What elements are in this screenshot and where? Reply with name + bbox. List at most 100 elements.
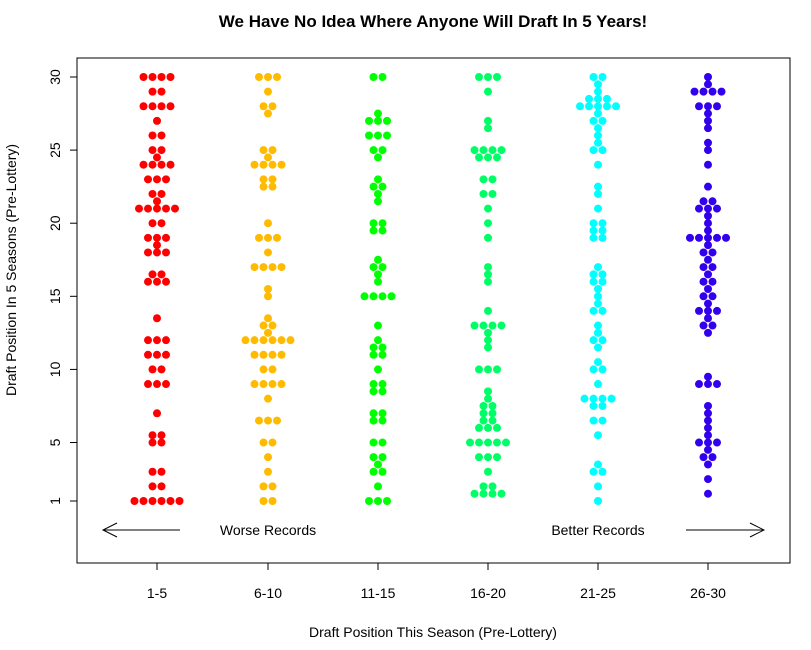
data-point	[598, 116, 607, 125]
data-point	[374, 189, 382, 198]
data-point	[594, 138, 602, 147]
data-point	[704, 204, 712, 213]
data-point	[148, 87, 157, 96]
data-point	[268, 182, 277, 191]
data-point	[148, 431, 157, 440]
data-point	[479, 146, 488, 155]
data-point	[130, 497, 139, 505]
data-point	[268, 438, 277, 447]
data-point	[139, 73, 148, 81]
data-point	[383, 497, 391, 505]
data-point	[374, 321, 382, 330]
y-tick-label: 10	[47, 361, 63, 377]
data-point	[144, 380, 152, 389]
y-tick-label: 20	[47, 215, 63, 231]
data-point	[484, 116, 492, 125]
data-point	[378, 467, 387, 476]
data-point	[378, 146, 387, 155]
data-point	[171, 204, 179, 213]
data-point	[479, 482, 488, 491]
data-point	[383, 131, 391, 140]
data-point	[470, 146, 479, 155]
data-point	[695, 204, 703, 213]
data-point	[369, 350, 378, 359]
data-point	[286, 336, 295, 345]
data-point	[378, 387, 387, 396]
data-point	[497, 321, 506, 330]
data-point	[488, 189, 497, 198]
data-point	[369, 380, 378, 389]
data-point	[162, 175, 170, 184]
data-point	[475, 453, 483, 462]
data-point	[704, 380, 712, 389]
data-point	[264, 285, 272, 293]
data-point	[162, 380, 170, 389]
data-point	[594, 482, 602, 491]
data-point	[264, 233, 272, 242]
data-point	[704, 124, 712, 133]
data-point	[488, 146, 497, 155]
data-point	[484, 306, 492, 315]
data-point	[374, 116, 382, 125]
data-point	[713, 233, 721, 242]
data-point	[374, 460, 382, 469]
data-point	[369, 453, 378, 462]
data-point	[268, 365, 277, 374]
data-point	[502, 438, 510, 447]
data-point	[708, 321, 717, 330]
data-point	[470, 321, 479, 330]
data-point	[157, 131, 166, 140]
data-point	[607, 394, 616, 403]
data-point	[360, 292, 369, 301]
data-point	[594, 431, 602, 440]
data-point	[488, 416, 497, 425]
data-point	[259, 380, 268, 389]
data-point	[273, 416, 281, 425]
data-point	[704, 270, 712, 279]
data-point	[148, 365, 157, 374]
data-point	[594, 285, 602, 293]
data-point	[157, 73, 166, 81]
x-tick-label: 16-20	[470, 585, 506, 601]
data-point	[148, 160, 157, 169]
data-point	[598, 336, 607, 345]
data-point	[704, 219, 712, 228]
data-point	[144, 204, 152, 213]
data-point	[268, 482, 277, 491]
data-point	[484, 328, 492, 337]
data-point	[699, 292, 708, 301]
data-point	[704, 409, 712, 418]
data-point	[493, 438, 501, 447]
data-point	[704, 416, 712, 425]
data-point	[594, 102, 602, 111]
data-point	[144, 336, 152, 345]
data-point	[264, 219, 272, 228]
data-point	[153, 248, 161, 257]
data-point	[378, 263, 387, 272]
data-point	[484, 365, 492, 374]
data-point	[704, 102, 712, 111]
data-point	[264, 73, 272, 81]
data-point	[268, 160, 277, 169]
data-point	[153, 116, 161, 125]
data-point	[594, 343, 602, 352]
data-point	[153, 241, 161, 250]
data-point	[378, 350, 387, 359]
data-point	[148, 146, 157, 155]
data-point	[695, 233, 703, 242]
data-point	[704, 401, 712, 410]
x-tick-label: 6-10	[254, 585, 282, 601]
data-point	[488, 401, 497, 410]
data-point	[250, 160, 259, 169]
data-point	[594, 131, 602, 140]
series-16-20	[466, 73, 510, 498]
data-point	[374, 336, 382, 345]
data-point	[365, 497, 373, 505]
data-point	[277, 263, 286, 272]
data-point	[594, 160, 602, 169]
series-6-10	[241, 73, 295, 505]
data-point	[148, 482, 157, 491]
data-point	[369, 226, 378, 235]
data-point	[704, 314, 712, 323]
data-point	[369, 387, 378, 396]
